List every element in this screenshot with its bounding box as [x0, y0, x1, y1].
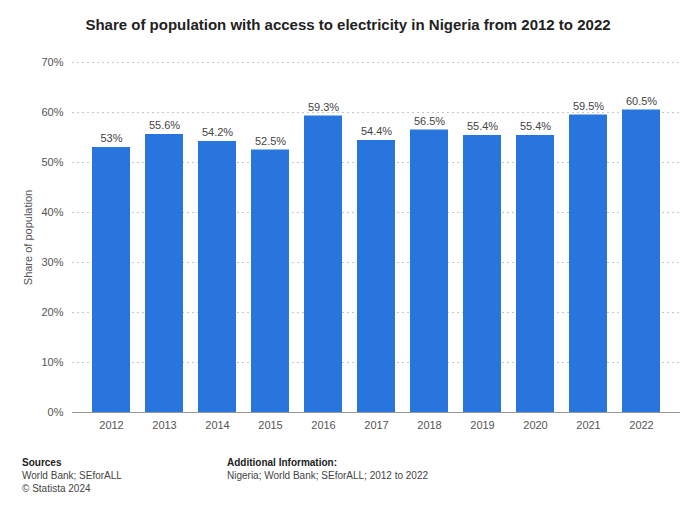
- svg-text:2014: 2014: [205, 419, 229, 431]
- svg-text:55.4%: 55.4%: [520, 120, 551, 132]
- html-text:Sources: Sources: [22, 457, 62, 468]
- svg-text:10%: 10%: [41, 356, 63, 368]
- html-text:Nigeria; World Bank; SEforALL;: Nigeria; World Bank; SEforALL; 2012 to 2…: [227, 470, 428, 481]
- svg-text:55.6%: 55.6%: [149, 119, 180, 131]
- svg-text:20%: 20%: [41, 306, 63, 318]
- svg-text:2013: 2013: [152, 419, 176, 431]
- svg-text:59.3%: 59.3%: [308, 101, 339, 113]
- svg-text:2016: 2016: [311, 419, 335, 431]
- svg-text:2012: 2012: [99, 419, 123, 431]
- svg-text:30%: 30%: [41, 256, 63, 268]
- html-text:© Statista 2024: © Statista 2024: [22, 483, 91, 494]
- svg-text:59.5%: 59.5%: [573, 100, 604, 112]
- svg-text:40%: 40%: [41, 206, 63, 218]
- svg-text:0%: 0%: [48, 406, 64, 418]
- svg-text:52.5%: 52.5%: [255, 135, 286, 147]
- svg-text:60.5%: 60.5%: [626, 95, 657, 107]
- svg-text:54.2%: 54.2%: [202, 126, 233, 138]
- svg-text:2018: 2018: [417, 419, 441, 431]
- svg-text:70%: 70%: [41, 56, 63, 68]
- svg-text:56.5%: 56.5%: [414, 115, 445, 127]
- svg-text:60%: 60%: [41, 106, 63, 118]
- svg-text:50%: 50%: [41, 156, 63, 168]
- html-text:World Bank; SEforALL: World Bank; SEforALL: [22, 470, 122, 481]
- svg-text:2015: 2015: [258, 419, 282, 431]
- svg-text:2017: 2017: [364, 419, 388, 431]
- svg-text:2021: 2021: [576, 419, 600, 431]
- svg-text:2022: 2022: [629, 419, 653, 431]
- svg-text:Share of population: Share of population: [22, 190, 34, 285]
- svg-text:55.4%: 55.4%: [467, 120, 498, 132]
- html-text:Additional Information:: Additional Information:: [227, 457, 337, 468]
- svg-text:2020: 2020: [523, 419, 547, 431]
- svg-text:54.4%: 54.4%: [361, 125, 392, 137]
- html-text:Share of population with acces: Share of population with access to elect…: [85, 16, 611, 33]
- svg-text:53%: 53%: [100, 132, 122, 144]
- svg-text:2019: 2019: [470, 419, 494, 431]
